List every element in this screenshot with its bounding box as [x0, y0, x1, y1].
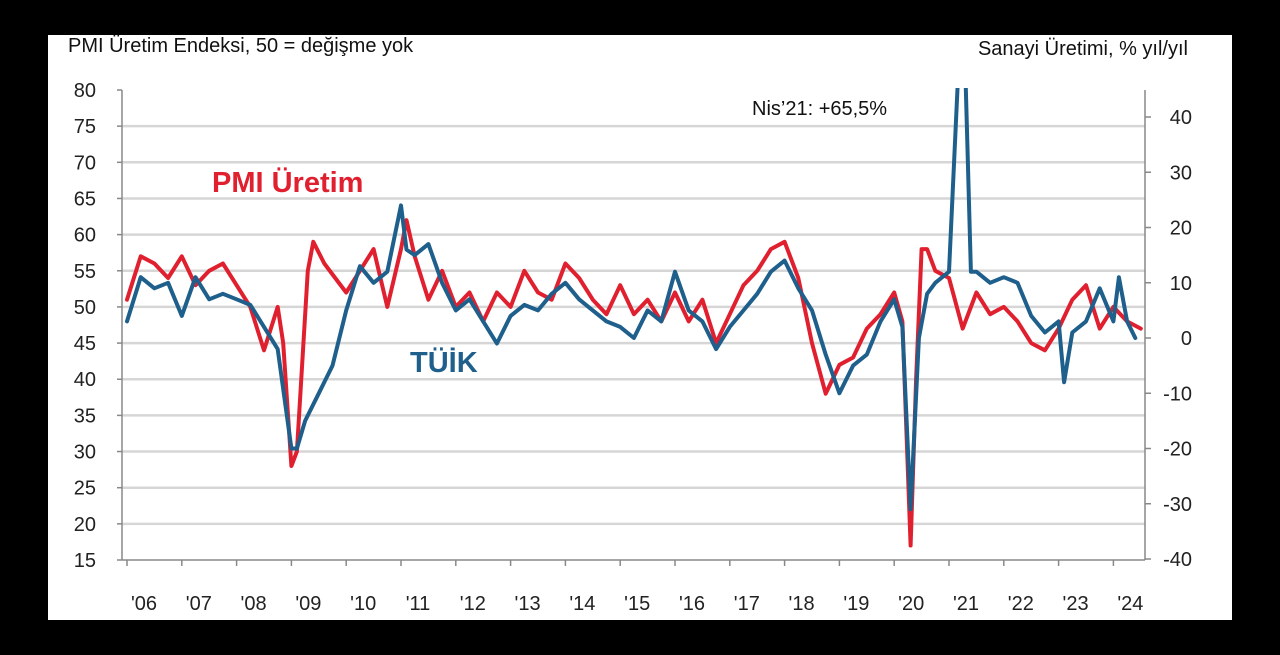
tuik-series-line — [125, 88, 1138, 512]
x-tick-label: '11 — [406, 593, 431, 615]
left-tick-label: 60 — [74, 225, 96, 247]
left-tick-label: 65 — [74, 188, 96, 210]
x-tick-label: '07 — [186, 593, 212, 615]
x-tick-label: '14 — [569, 593, 595, 615]
x-tick-label: '17 — [734, 593, 760, 615]
left-tick-label: 45 — [74, 333, 96, 355]
x-tick-label: '12 — [460, 593, 486, 615]
x-tick-label: '19 — [843, 593, 869, 615]
right-tick-label: -30 — [1163, 494, 1192, 516]
left-tick-label: 40 — [74, 369, 96, 391]
x-tick-label: '21 — [953, 593, 979, 615]
right-tick-label: -10 — [1163, 383, 1192, 405]
left-tick-label: 15 — [74, 550, 96, 572]
left-tick-label: 70 — [74, 152, 96, 174]
x-tick-label: '09 — [295, 593, 321, 615]
peak-annotation: Nis’21: +65,5% — [752, 98, 888, 120]
left-tick-label: 25 — [74, 478, 96, 500]
right-tick-label: 10 — [1170, 273, 1192, 295]
left-tick-label: 50 — [74, 297, 96, 319]
right-tick-label: -20 — [1163, 439, 1192, 461]
x-tick-label: '16 — [679, 593, 705, 615]
left-tick-label: 55 — [74, 261, 96, 283]
x-tick-label: '06 — [131, 593, 157, 615]
right-axis-title: Sanayi Üretimi, % yıl/yıl — [977, 38, 1188, 60]
right-tick-label: 40 — [1170, 107, 1192, 129]
x-tick-label: '15 — [624, 593, 650, 615]
left-tick-label: 20 — [74, 514, 96, 536]
left-tick-label: 35 — [74, 405, 96, 427]
x-tick-label: '22 — [1008, 593, 1034, 615]
right-tick-label: 20 — [1170, 218, 1192, 240]
x-tick-label: '10 — [350, 593, 376, 615]
left-tick-label: 75 — [74, 116, 96, 138]
left-axis-title: PMI Üretim Endeksi, 50 = değişme yok — [68, 35, 414, 57]
right-tick-label: -40 — [1163, 549, 1192, 571]
x-tick-label: '24 — [1117, 593, 1143, 615]
x-tick-label: '13 — [515, 593, 541, 615]
left-tick-label: 30 — [74, 442, 96, 464]
pmi-series-label: PMI Üretim — [212, 167, 364, 199]
left-tick-label: 80 — [74, 80, 96, 102]
x-tick-label: '23 — [1063, 593, 1089, 615]
pmi-series-line — [125, 218, 1143, 548]
x-tick-label: '20 — [898, 593, 924, 615]
right-tick-label: 30 — [1170, 162, 1192, 184]
x-tick-label: '18 — [789, 593, 815, 615]
tuik-series-label: TÜİK — [410, 347, 478, 379]
right-tick-label: 0 — [1181, 328, 1192, 350]
x-tick-label: '08 — [241, 593, 267, 615]
